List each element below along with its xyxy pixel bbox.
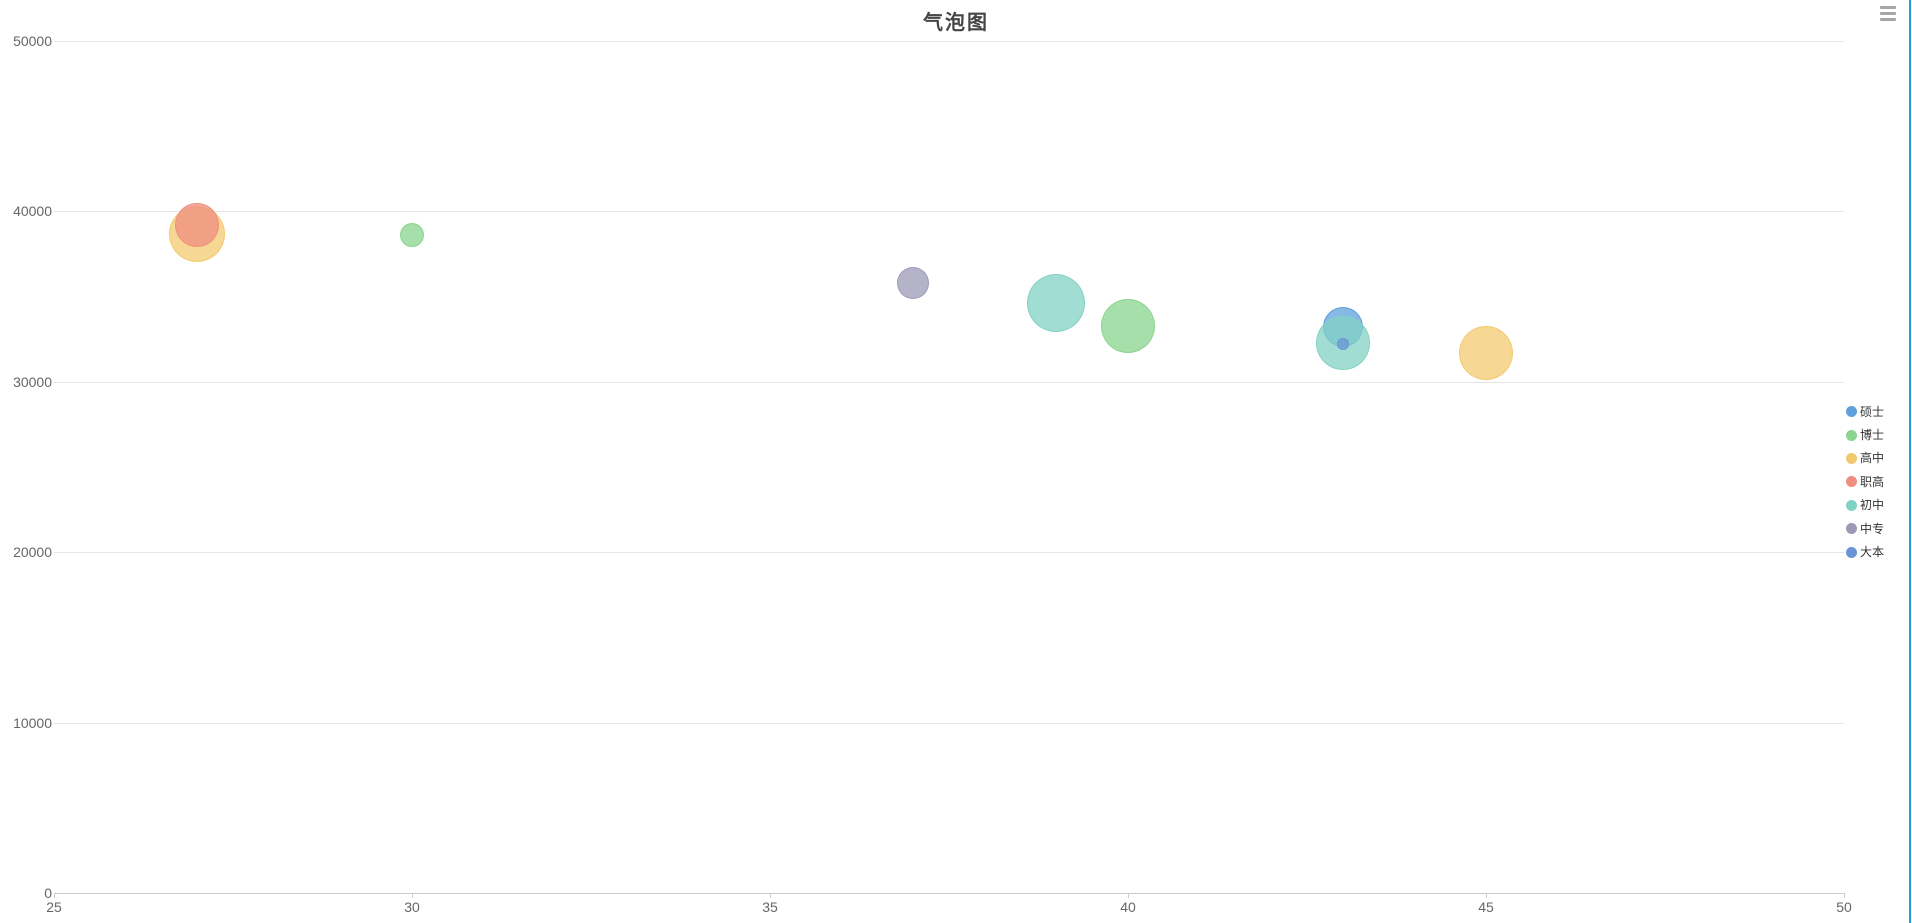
- bubble-point-博士[interactable]: [1101, 298, 1155, 353]
- y-axis-label: 20000: [13, 544, 52, 561]
- chart-context-menu-button[interactable]: [1878, 4, 1898, 26]
- x-axis-tick: [1844, 893, 1845, 898]
- y-axis-label: 0: [44, 885, 52, 901]
- legend-item-职高[interactable]: 职高: [1846, 470, 1884, 493]
- bubble-point-大本[interactable]: [1336, 338, 1349, 351]
- legend-marker-icon: [1846, 499, 1857, 511]
- y-axis-label: 50000: [13, 33, 52, 49]
- legend-marker-icon: [1846, 523, 1857, 535]
- gridline: [54, 381, 1844, 383]
- hamburger-menu-icon: [1879, 6, 1897, 21]
- x-axis-tick: [770, 893, 771, 898]
- legend-item-博士[interactable]: 博士: [1846, 423, 1884, 446]
- x-axis-label: 35: [762, 899, 778, 915]
- legend-label: 高中: [1860, 451, 1885, 466]
- bubble-point-中专[interactable]: [897, 266, 930, 299]
- x-axis-tick: [1128, 893, 1129, 898]
- x-axis-label: 45: [1478, 899, 1494, 915]
- chart-title: 气泡图: [923, 12, 989, 34]
- legend-label: 硕士: [1860, 404, 1885, 419]
- legend-label: 博士: [1860, 428, 1885, 443]
- legend-item-初中[interactable]: 初中: [1846, 494, 1884, 517]
- x-axis-label: 40: [1120, 899, 1136, 915]
- gridline: [54, 41, 1844, 42]
- legend-item-中专[interactable]: 中专: [1846, 517, 1884, 540]
- legend-item-大本[interactable]: 大本: [1846, 540, 1884, 563]
- y-axis-label: 10000: [13, 714, 52, 731]
- gridline: [54, 211, 1844, 213]
- pane-divider: [1909, 0, 1911, 923]
- legend-marker-icon: [1846, 452, 1857, 464]
- gridline: [54, 552, 1844, 554]
- bubble-point-高中[interactable]: [1459, 325, 1513, 380]
- x-axis-tick: [1486, 893, 1487, 898]
- legend-marker-icon: [1846, 546, 1857, 558]
- bubble-point-博士[interactable]: [400, 223, 424, 248]
- x-axis-tick: [412, 893, 413, 898]
- bubble-point-初中[interactable]: [1027, 273, 1086, 332]
- y-axis-label: 30000: [13, 373, 52, 390]
- y-axis-label: 40000: [13, 203, 52, 220]
- legend-marker-icon: [1846, 476, 1857, 488]
- x-axis-line: [54, 893, 1844, 894]
- legend-marker-icon: [1846, 429, 1857, 441]
- x-axis-label: 30: [404, 899, 420, 915]
- legend-label: 大本: [1860, 545, 1885, 560]
- legend-marker-icon: [1846, 406, 1857, 418]
- gridline: [54, 722, 1844, 724]
- legend: 硕士博士高中职高初中中专大本: [1846, 400, 1884, 564]
- x-axis-label: 25: [46, 899, 62, 915]
- x-axis-tick: [54, 893, 55, 898]
- x-axis-label: 50: [1836, 899, 1852, 915]
- legend-label: 初中: [1860, 498, 1885, 513]
- legend-item-高中[interactable]: 高中: [1846, 447, 1884, 470]
- legend-label: 中专: [1860, 521, 1885, 536]
- legend-item-硕士[interactable]: 硕士: [1846, 400, 1884, 423]
- bubble-point-职高[interactable]: [175, 203, 220, 248]
- legend-label: 职高: [1860, 474, 1885, 489]
